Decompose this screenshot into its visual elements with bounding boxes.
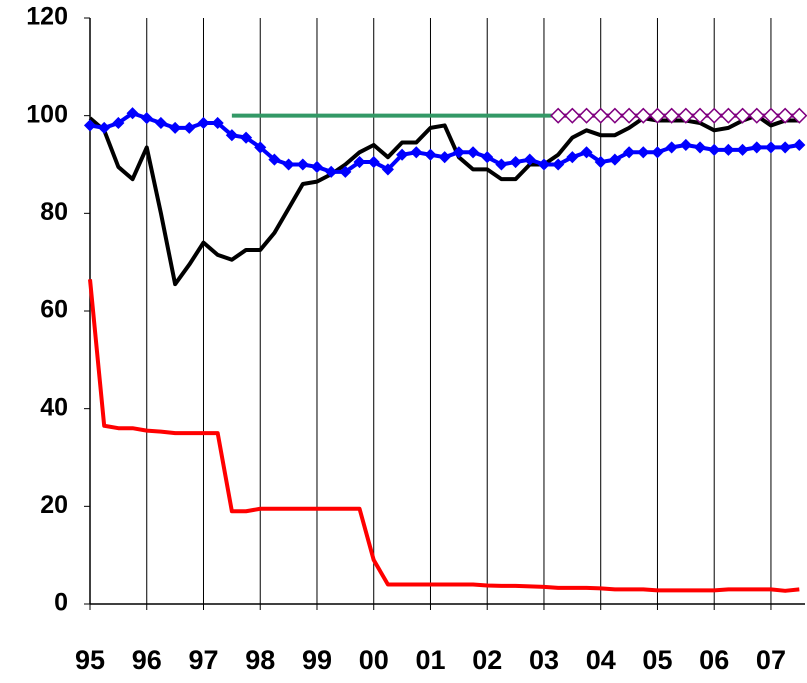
point-marker xyxy=(537,158,551,171)
x-tick-label: 03 xyxy=(529,645,559,675)
point-marker xyxy=(452,146,465,159)
point-marker xyxy=(282,158,295,171)
y-tick-label: 120 xyxy=(26,3,68,31)
point-marker xyxy=(691,107,709,124)
point-marker xyxy=(112,116,125,130)
point-marker xyxy=(197,116,210,130)
point-marker xyxy=(353,155,366,169)
y-tick-label: 80 xyxy=(40,198,68,226)
series-line xyxy=(88,279,800,593)
y-tick-label: 20 xyxy=(40,491,68,519)
x-tick-label: 97 xyxy=(188,645,218,675)
y-tick-label: 60 xyxy=(40,296,68,324)
point-marker xyxy=(410,146,423,159)
x-tick-label: 99 xyxy=(302,645,332,675)
point-marker xyxy=(211,116,224,130)
point-marker xyxy=(623,146,636,159)
point-marker xyxy=(663,107,680,124)
point-marker xyxy=(677,107,694,124)
y-tick-label: 0 xyxy=(54,589,68,617)
point-marker xyxy=(708,143,721,156)
point-marker xyxy=(424,148,437,161)
point-marker xyxy=(791,107,807,124)
point-marker xyxy=(552,158,565,171)
point-marker xyxy=(793,138,806,152)
point-marker xyxy=(225,129,238,142)
point-marker xyxy=(254,141,267,154)
point-marker xyxy=(296,158,309,171)
x-tick-label: 98 xyxy=(245,645,275,675)
point-marker xyxy=(665,141,678,154)
point-marker xyxy=(98,121,111,134)
point-marker xyxy=(140,112,153,125)
point-marker xyxy=(310,160,324,174)
point-marker xyxy=(637,146,650,159)
point-marker xyxy=(495,158,508,171)
point-marker xyxy=(592,107,609,124)
point-marker xyxy=(481,151,494,164)
y-tick-label: 100 xyxy=(26,100,68,128)
point-marker xyxy=(720,107,737,124)
point-marker xyxy=(126,107,139,120)
x-tick-label: 96 xyxy=(132,645,162,675)
point-marker xyxy=(183,121,196,134)
x-tick-label: 00 xyxy=(359,645,389,675)
x-tick-label: 07 xyxy=(756,645,786,675)
y-tick-label: 40 xyxy=(40,393,68,421)
point-marker xyxy=(594,155,607,169)
point-marker xyxy=(734,107,751,124)
point-marker xyxy=(580,146,593,159)
point-marker xyxy=(621,107,638,124)
point-marker xyxy=(509,155,522,169)
series-line xyxy=(88,113,800,287)
point-marker xyxy=(550,107,567,124)
point-marker xyxy=(396,148,409,161)
point-marker xyxy=(169,121,182,134)
point-marker xyxy=(578,107,595,124)
point-marker xyxy=(777,107,794,124)
point-marker xyxy=(154,116,167,130)
point-marker xyxy=(523,153,536,166)
point-marker xyxy=(239,131,253,144)
point-marker xyxy=(651,146,664,159)
point-marker xyxy=(466,146,480,159)
point-marker xyxy=(779,141,792,154)
point-marker xyxy=(608,153,621,166)
point-marker xyxy=(564,107,581,124)
x-tick-label: 04 xyxy=(586,645,616,675)
point-marker xyxy=(679,138,692,152)
point-marker xyxy=(83,119,97,132)
x-tick-label: 02 xyxy=(472,645,502,675)
point-marker xyxy=(367,155,380,169)
x-tick-label: 95 xyxy=(75,645,105,675)
point-marker xyxy=(693,141,707,154)
x-tick-label: 06 xyxy=(699,645,729,675)
point-marker xyxy=(268,153,281,166)
point-marker xyxy=(762,107,780,124)
point-marker xyxy=(748,107,765,124)
x-tick-label: 05 xyxy=(642,645,672,675)
point-marker xyxy=(325,165,338,178)
point-marker xyxy=(566,151,579,164)
point-marker xyxy=(438,151,451,164)
point-marker xyxy=(750,141,763,154)
point-marker xyxy=(722,143,735,156)
point-marker xyxy=(649,107,666,124)
point-marker xyxy=(736,143,749,156)
x-tick-label: 01 xyxy=(415,645,445,675)
point-marker xyxy=(339,165,352,178)
point-marker xyxy=(381,163,394,176)
point-marker xyxy=(706,107,723,124)
point-marker xyxy=(764,141,778,154)
point-marker xyxy=(606,107,623,124)
point-marker xyxy=(635,107,652,124)
